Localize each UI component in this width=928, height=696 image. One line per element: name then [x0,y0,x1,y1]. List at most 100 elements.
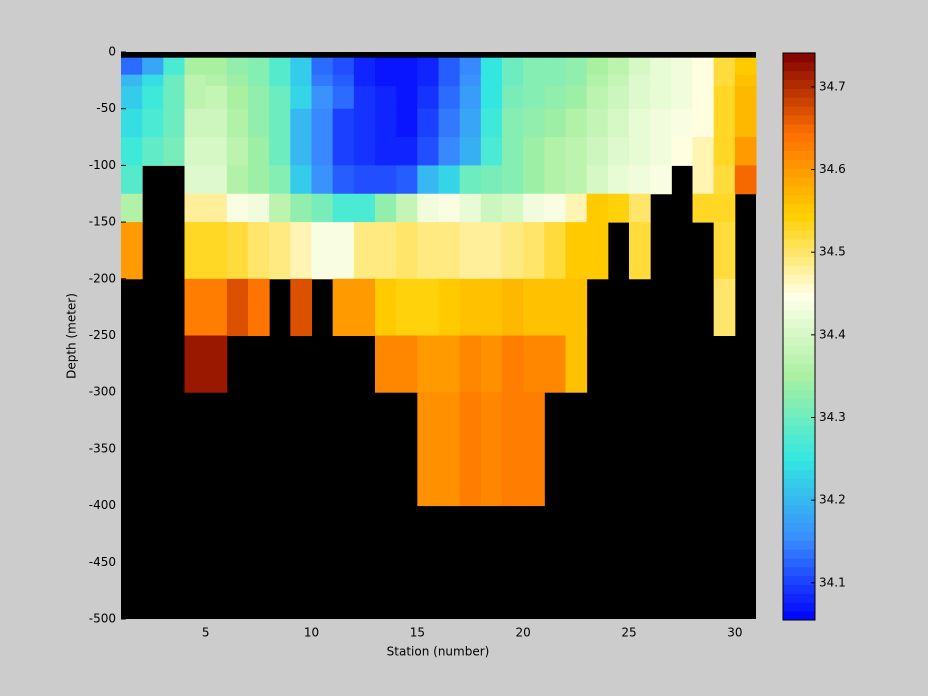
cell [671,108,693,138]
cell [629,193,651,223]
cell [163,74,185,87]
cell [332,108,355,138]
cell [396,108,418,138]
cell [375,278,397,336]
cell [650,86,672,110]
cell [375,57,397,76]
cell [184,222,207,280]
cell [544,278,566,336]
colorbar-step [783,602,815,612]
cell [290,165,312,195]
cell [375,165,397,195]
cell [607,86,630,110]
cell [502,392,524,507]
cell [438,335,461,393]
colorbar-step [783,478,815,488]
cell [417,193,439,223]
cell [375,222,397,280]
colorbar-step [783,487,815,497]
cell [565,108,588,138]
cell [332,74,355,87]
cell [311,57,334,76]
x-tick-label: 20 [516,626,531,640]
colorbar-step [783,309,815,320]
y-tick-label: -150 [89,215,116,229]
colorbar-step [783,274,815,284]
cell [396,57,418,76]
cell [523,108,545,138]
colorbar-tick-label: 34.2 [819,493,846,507]
cell [629,137,651,166]
colorbar-step [783,141,815,151]
y-tick-label: -350 [89,441,116,455]
cell [121,222,143,280]
cell [607,57,630,76]
colorbar-step [783,123,815,134]
colorbar-step [783,159,815,169]
cell [438,278,461,336]
colorbar-step [783,354,815,364]
cell [226,222,249,280]
cell [353,74,376,87]
colorbar-step [783,212,815,222]
colorbar-step [783,513,815,524]
cell [629,86,651,110]
colorbar-step [783,584,815,594]
cell [290,193,312,223]
cell [375,137,397,166]
cell [629,74,651,87]
cell [734,57,757,76]
cell [121,108,143,138]
colorbar-step [783,106,815,116]
cell [142,137,164,166]
cell [734,86,757,110]
cell [226,86,249,110]
cell [438,86,461,110]
cell [523,165,545,195]
y-tick-label: -400 [89,498,116,512]
colorbar-step [783,301,815,311]
cell [544,193,566,223]
colorbar-step [783,549,815,559]
cell [713,165,736,195]
cell [269,86,291,110]
colorbar-step [783,407,815,417]
x-tick-label: 15 [410,626,425,640]
colorbar-step [783,522,815,532]
cell [353,137,376,166]
cell [269,57,291,76]
cell [417,74,439,87]
cell [311,137,334,166]
colorbar-step [783,336,815,346]
cell [163,137,185,166]
colorbar-step [783,495,815,506]
colorbar-step [783,239,815,249]
cell [205,74,228,87]
cell [269,165,291,195]
cell [205,278,228,336]
cell [502,57,524,76]
colorbar-step [783,168,815,178]
cell [375,193,397,223]
cell [502,278,524,336]
cell [353,222,376,280]
cell [480,57,503,76]
colorbar-step [783,433,815,444]
cell [586,193,609,223]
cell [184,108,207,138]
cell [396,222,418,280]
cell [523,222,545,280]
cell [671,86,693,110]
cell [586,86,609,110]
cell [248,86,270,110]
cell [438,222,461,280]
cell [544,335,566,393]
cell [692,86,715,110]
cell [438,193,461,223]
x-tick-label: 5 [202,626,210,640]
colorbar-step [783,389,815,400]
colorbar-step [783,504,815,515]
cell [713,57,736,76]
cell [311,193,334,223]
cell [396,193,418,223]
